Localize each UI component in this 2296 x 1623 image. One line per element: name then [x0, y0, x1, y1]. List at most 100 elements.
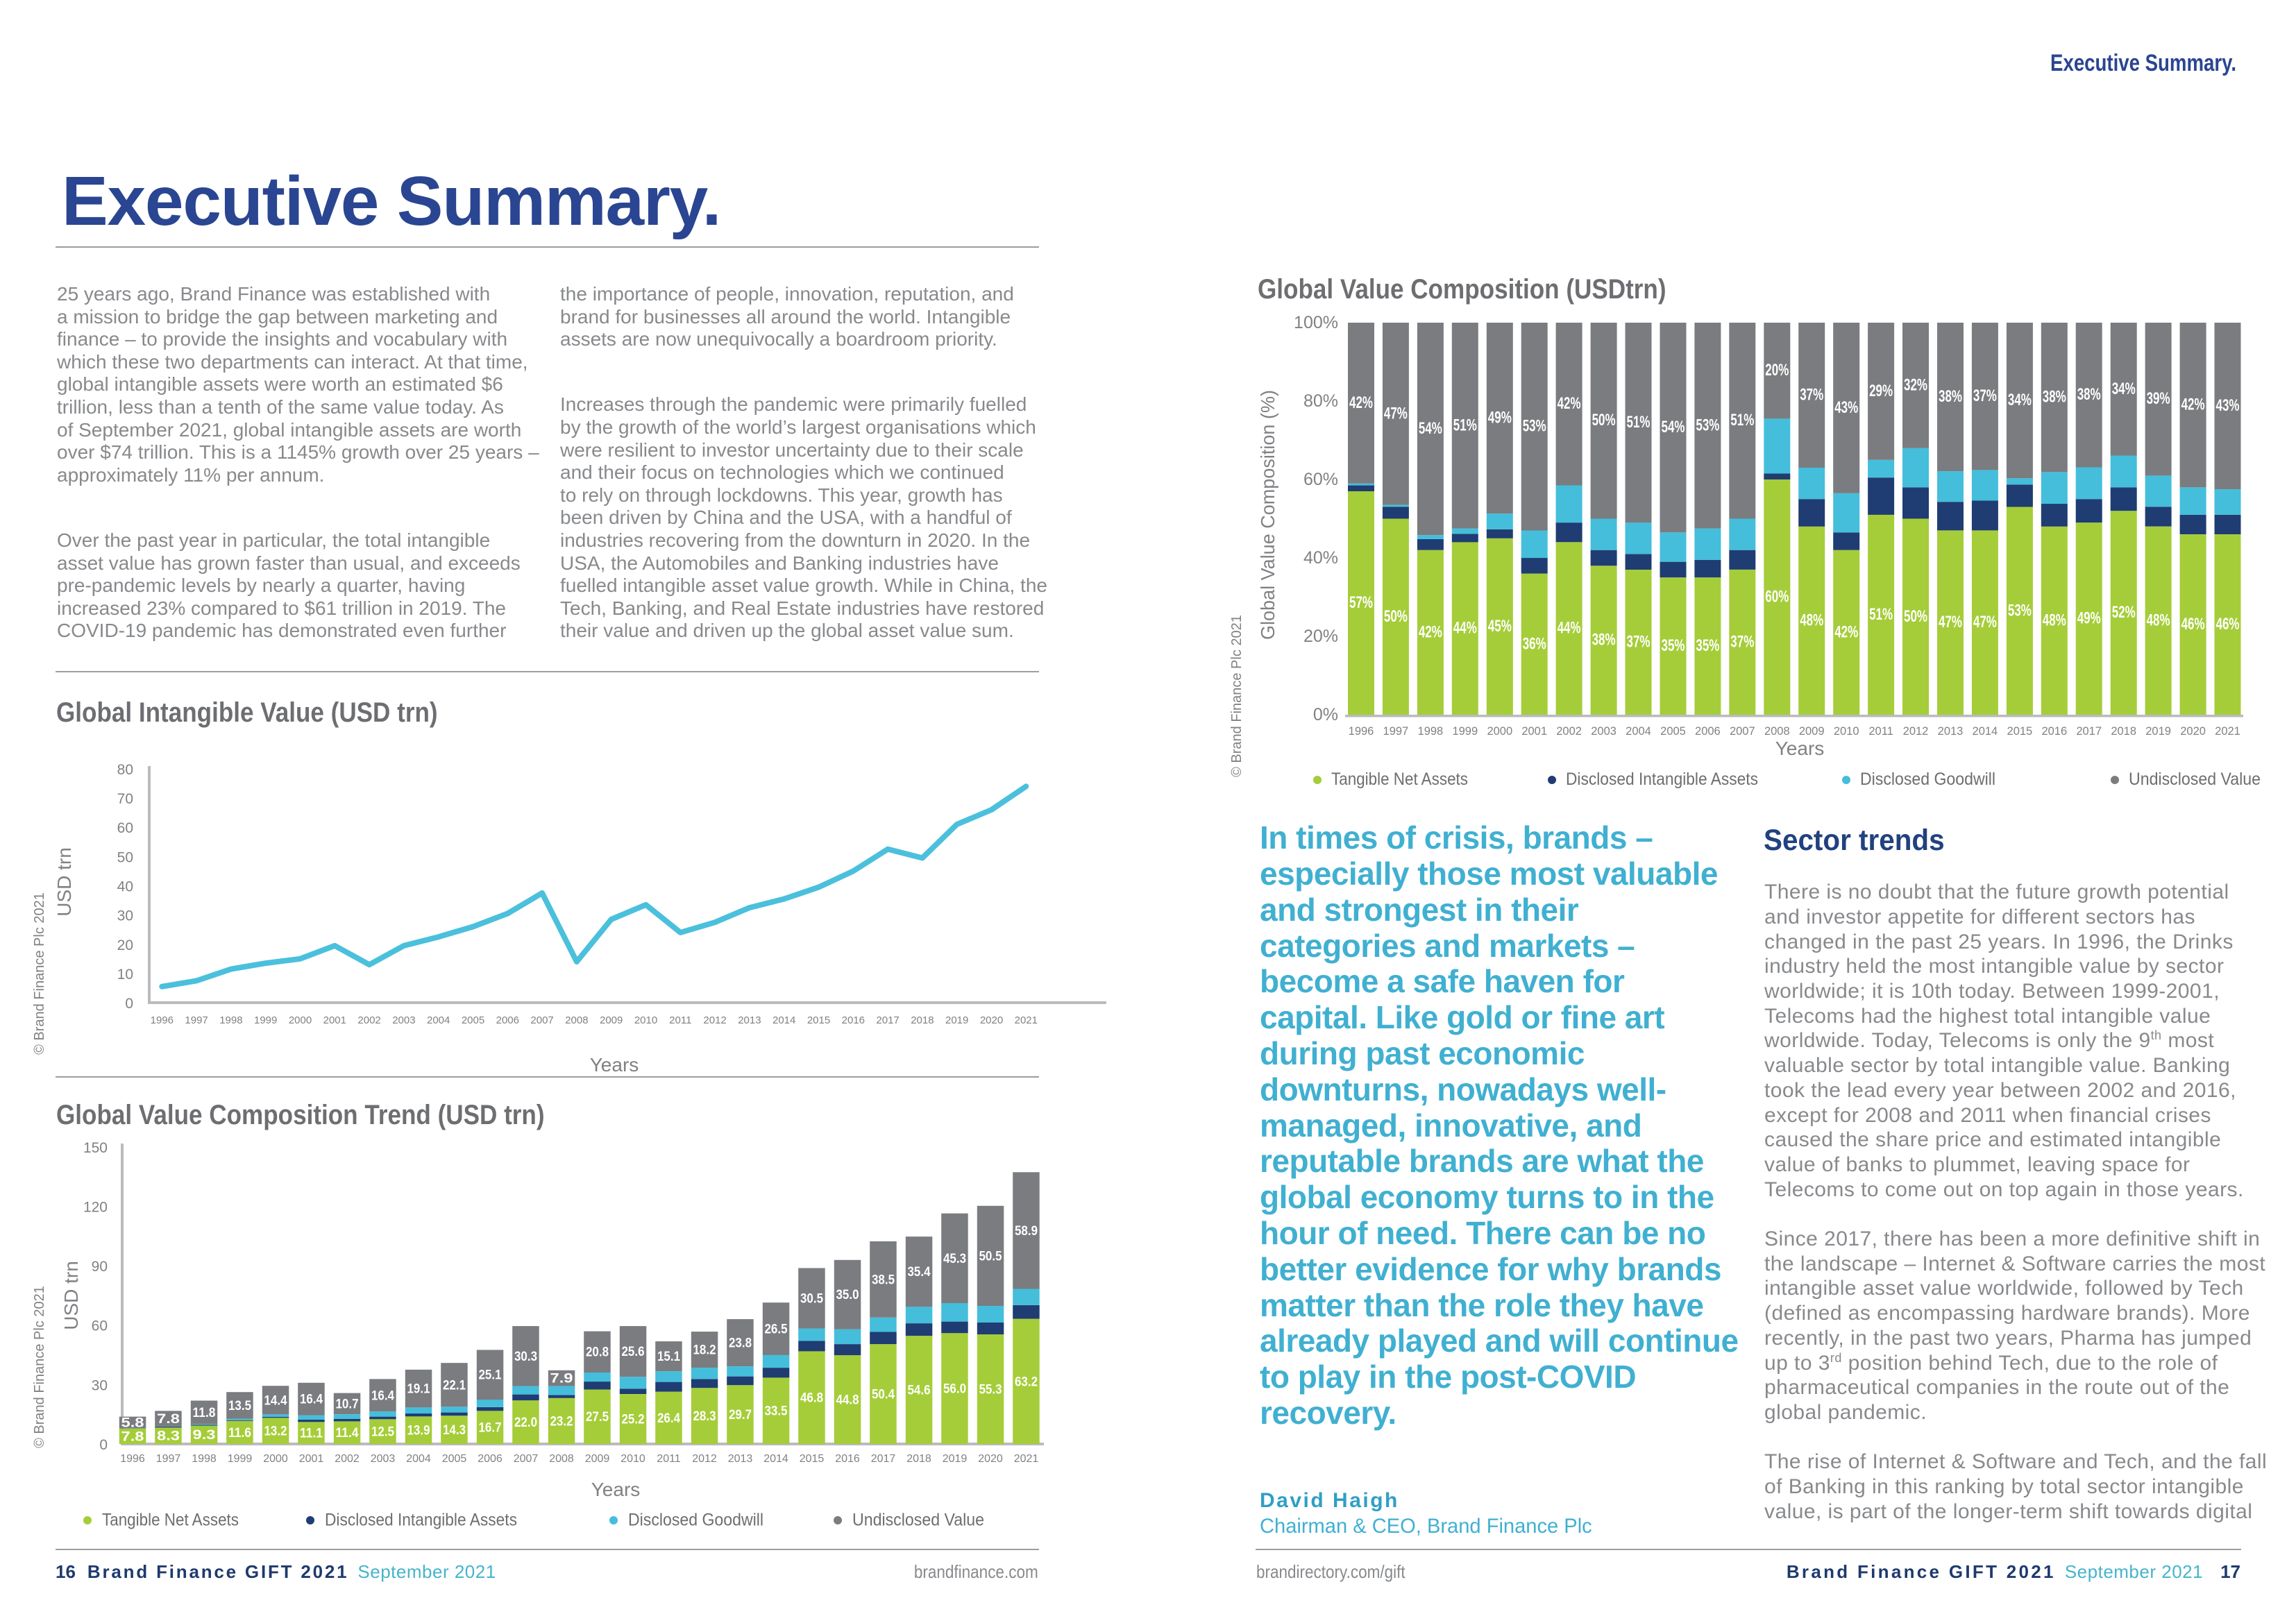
svg-text:2008: 2008: [565, 1014, 588, 1026]
svg-text:50%: 50%: [1592, 411, 1616, 430]
svg-text:2019: 2019: [945, 1014, 968, 1026]
svg-text:13.9: 13.9: [407, 1424, 430, 1438]
svg-text:40%: 40%: [1303, 548, 1338, 568]
svg-text:50.5: 50.5: [979, 1249, 1002, 1264]
svg-text:2014: 2014: [1973, 725, 1998, 738]
svg-text:42%: 42%: [1349, 393, 1373, 412]
svg-text:23.2: 23.2: [550, 1414, 573, 1429]
svg-text:33.5: 33.5: [765, 1404, 788, 1419]
svg-text:2016: 2016: [835, 1453, 860, 1465]
svg-text:2021: 2021: [1015, 1014, 1038, 1026]
svg-text:55.3: 55.3: [979, 1383, 1002, 1397]
svg-text:Tangible Net Assets: Tangible Net Assets: [102, 1510, 239, 1529]
svg-text:2017: 2017: [876, 1014, 899, 1026]
svg-text:1999: 1999: [1452, 725, 1478, 738]
svg-text:7.8: 7.8: [157, 1412, 180, 1427]
svg-text:2013: 2013: [738, 1014, 761, 1026]
svg-text:2007: 2007: [1730, 725, 1755, 738]
svg-text:47%: 47%: [1973, 613, 1997, 631]
svg-text:1996: 1996: [1349, 725, 1374, 738]
svg-text:14.3: 14.3: [443, 1423, 466, 1438]
svg-text:50%: 50%: [1904, 607, 1927, 626]
svg-text:20: 20: [117, 937, 133, 953]
svg-text:48%: 48%: [2147, 611, 2170, 629]
svg-text:2013: 2013: [1938, 725, 1964, 738]
svg-text:42%: 42%: [1419, 622, 1442, 641]
svg-text:1998: 1998: [1418, 725, 1444, 738]
svg-text:2007: 2007: [530, 1014, 553, 1026]
svg-text:0%: 0%: [1313, 705, 1338, 724]
svg-text:2021: 2021: [2215, 725, 2240, 738]
svg-text:58.9: 58.9: [1015, 1224, 1038, 1239]
svg-text:54%: 54%: [1419, 419, 1442, 438]
svg-text:2005: 2005: [1660, 725, 1686, 738]
svg-text:35.0: 35.0: [836, 1288, 859, 1302]
svg-text:46%: 46%: [2216, 615, 2240, 634]
svg-text:0: 0: [125, 996, 133, 1012]
svg-text:60: 60: [117, 820, 133, 836]
svg-text:2011: 2011: [669, 1014, 691, 1026]
svg-text:56.0: 56.0: [943, 1382, 966, 1397]
svg-text:2002: 2002: [335, 1453, 360, 1465]
svg-text:52%: 52%: [2112, 603, 2136, 622]
svg-text:49%: 49%: [2077, 609, 2101, 628]
svg-text:2008: 2008: [1764, 725, 1790, 738]
svg-text:Undisclosed Value: Undisclosed Value: [2129, 770, 2261, 789]
svg-text:2014: 2014: [773, 1014, 795, 1026]
svg-text:7.9: 7.9: [550, 1372, 573, 1386]
svg-text:44%: 44%: [1558, 619, 1581, 638]
svg-text:16.4: 16.4: [371, 1388, 394, 1403]
svg-text:2015: 2015: [800, 1453, 825, 1465]
svg-text:2020: 2020: [978, 1453, 1003, 1465]
svg-text:53%: 53%: [1523, 417, 1546, 436]
svg-text:Years: Years: [1775, 738, 1825, 759]
svg-text:15.1: 15.1: [657, 1350, 680, 1364]
svg-text:35%: 35%: [1696, 636, 1719, 655]
svg-text:2002: 2002: [357, 1014, 380, 1026]
svg-text:50: 50: [117, 849, 133, 865]
svg-text:44%: 44%: [1453, 619, 1477, 638]
svg-text:2017: 2017: [2076, 725, 2102, 738]
svg-text:2006: 2006: [1695, 725, 1721, 738]
svg-text:2020: 2020: [2180, 725, 2206, 738]
svg-text:57%: 57%: [1349, 593, 1373, 612]
svg-text:42%: 42%: [1834, 622, 1858, 641]
svg-text:35%: 35%: [1662, 636, 1685, 655]
svg-text:38%: 38%: [1592, 631, 1616, 649]
svg-text:1997: 1997: [185, 1014, 208, 1026]
svg-text:25.1: 25.1: [479, 1368, 502, 1383]
svg-text:44.8: 44.8: [836, 1393, 859, 1408]
svg-text:2004: 2004: [1626, 725, 1651, 738]
svg-text:46%: 46%: [2181, 615, 2205, 634]
svg-text:Disclosed Goodwill: Disclosed Goodwill: [628, 1510, 763, 1529]
svg-text:2006: 2006: [496, 1014, 519, 1026]
svg-text:2001: 2001: [1521, 725, 1547, 738]
svg-text:25.6: 25.6: [622, 1345, 645, 1359]
svg-text:2003: 2003: [1591, 725, 1617, 738]
svg-text:53%: 53%: [2008, 601, 2032, 620]
svg-text:51%: 51%: [1453, 416, 1477, 434]
svg-text:8.3: 8.3: [157, 1429, 180, 1444]
svg-text:18.2: 18.2: [693, 1343, 716, 1358]
svg-text:22.0: 22.0: [514, 1416, 537, 1430]
svg-text:51%: 51%: [1730, 411, 1754, 430]
svg-text:48%: 48%: [1800, 611, 1823, 629]
svg-text:2014: 2014: [763, 1453, 788, 1465]
svg-text:13.2: 13.2: [264, 1425, 287, 1439]
svg-text:Undisclosed Value: Undisclosed Value: [852, 1510, 984, 1529]
svg-text:38%: 38%: [2077, 385, 2101, 404]
svg-text:© Brand Finance Plc 2021: © Brand Finance Plc 2021: [1229, 615, 1244, 777]
svg-text:20%: 20%: [1303, 627, 1338, 646]
svg-text:26.4: 26.4: [657, 1411, 680, 1426]
svg-text:2011: 2011: [1868, 725, 1893, 738]
svg-text:2012: 2012: [1903, 725, 1929, 738]
svg-text:2005: 2005: [462, 1014, 484, 1026]
svg-text:48%: 48%: [2043, 611, 2066, 629]
svg-text:40: 40: [117, 879, 133, 895]
svg-text:2011: 2011: [657, 1453, 681, 1465]
svg-text:2005: 2005: [442, 1453, 467, 1465]
svg-text:51%: 51%: [1627, 413, 1651, 432]
svg-text:30.3: 30.3: [514, 1350, 537, 1364]
svg-text:47%: 47%: [1939, 613, 1962, 631]
svg-text:50.4: 50.4: [872, 1388, 895, 1402]
